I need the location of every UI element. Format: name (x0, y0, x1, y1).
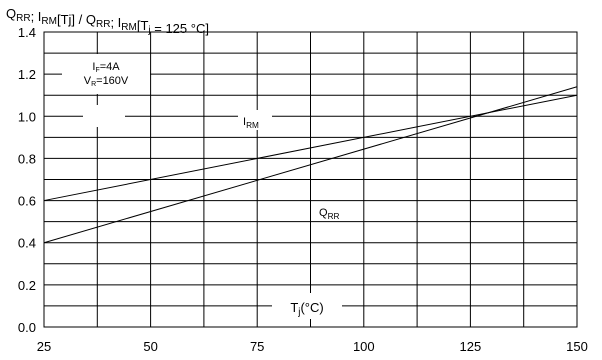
text-part: I (243, 116, 246, 128)
text-part: T (290, 300, 298, 315)
series-lines (43, 86, 578, 244)
condition-voltage: VR=160V (84, 75, 129, 88)
y-tick-label: 0.0 (18, 320, 36, 335)
text-part: V (84, 75, 92, 87)
text-subscript: RM (246, 121, 259, 130)
title-subscript: RM (41, 16, 57, 27)
series-line-qrr (43, 86, 578, 244)
x-tick-label: 100 (353, 339, 375, 354)
text-subscript: R (91, 81, 96, 88)
title-part: ; I (110, 15, 121, 30)
y-tick-label: 0.4 (18, 236, 36, 251)
title-subscript: RR (16, 13, 30, 24)
grid (44, 32, 577, 327)
text-part: =4A (100, 61, 121, 73)
x-tick-label: 150 (566, 339, 588, 354)
series-label-group (83, 105, 125, 127)
plot-frame (43, 31, 578, 328)
title-part: Q (6, 6, 16, 21)
title-subscript: j (147, 25, 150, 36)
x-tick-label: 75 (250, 339, 264, 354)
y-tick-label: 0.2 (18, 278, 36, 293)
chart-title: QRR; IRM[Tj] / QRR; IRM[Tj = 125 °C] (6, 6, 209, 36)
y-tick-label: 1.0 (18, 109, 36, 124)
x-tick-label: 50 (143, 339, 157, 354)
y-tick-label: 1.4 (18, 25, 36, 40)
text-part: I (92, 61, 95, 73)
text-subscript: RR (328, 212, 340, 221)
x-tick-label: 25 (37, 339, 51, 354)
tick-labels: 25 50 75 100 125 150 0.0 0.2 0.4 0.6 0.8 1.0 1.2 1.4 (18, 25, 588, 354)
series-label-qrr: QRR (319, 207, 340, 221)
x-tick-label: 125 (460, 339, 482, 354)
y-tick-label: 0.8 (18, 151, 36, 166)
x-axis-label: Tj(°C) (290, 300, 323, 318)
condition-current: IF=4A (92, 61, 120, 74)
text-subscript: j (297, 307, 300, 318)
title-part: ; I (31, 9, 42, 24)
series-label-irm: IRM (243, 116, 259, 130)
text-part: Q (319, 207, 328, 219)
text-part: (°C) (300, 300, 323, 315)
text-part: =160V (96, 75, 129, 87)
y-tick-label: 0.6 (18, 194, 36, 209)
series-labels: IRM QRR (83, 105, 340, 221)
title-subscript: RR (96, 19, 110, 30)
series-label-irm-group: IRM (238, 110, 272, 130)
title-subscript: RM (121, 22, 137, 33)
title-part: [Tj] / Q (57, 12, 96, 27)
title-part: = 125 °C] (151, 21, 209, 36)
series-label-qrr-group: QRR (319, 207, 340, 221)
y-tick-label: 1.2 (18, 67, 36, 82)
text-subscript: F (95, 67, 99, 74)
conditions-box: IF=4A VR=160V (62, 54, 150, 94)
title-part: [T (137, 18, 149, 33)
x-axis-label-group: Tj(°C) (272, 293, 342, 319)
